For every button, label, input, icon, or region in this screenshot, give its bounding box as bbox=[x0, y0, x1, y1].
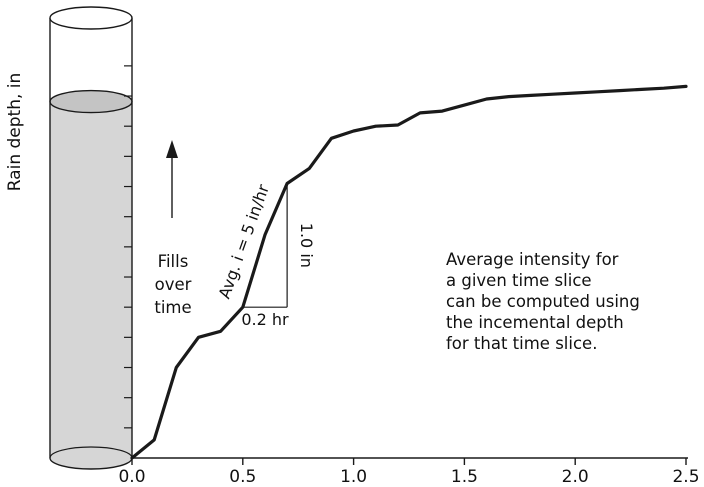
fills-label-line-2: over bbox=[155, 275, 192, 294]
rise-label: 1.0 in bbox=[297, 223, 316, 268]
x-tick-label: 1.0 bbox=[340, 467, 367, 487]
fills-label-line-1: Fills bbox=[158, 252, 189, 271]
rain-gauge-rim bbox=[49, 6, 133, 30]
cumulative-rain-depth-line bbox=[130, 84, 688, 460]
note-line-1: Average intensity for bbox=[446, 250, 619, 269]
up-arrow-icon bbox=[166, 140, 178, 218]
note-line-2: a given time slice bbox=[446, 271, 592, 290]
rain-gauge-water-surface bbox=[49, 89, 133, 114]
note-line-5: for that time slice. bbox=[446, 334, 597, 353]
rain-gauge-bottom-back bbox=[49, 446, 133, 459]
y-axis-ticks bbox=[124, 65, 132, 429]
slope-triangle: 0.2 hr 1.0 in Avg. i = 5 in/hr bbox=[215, 182, 316, 330]
fills-over-time-indicator: Fills over time bbox=[154, 140, 192, 317]
x-axis-ticks: 0.0 0.5 1.0 1.5 2.0 2.5 bbox=[118, 458, 700, 487]
y-axis-label: Rain depth, in bbox=[5, 73, 25, 192]
x-tick-label: 0.0 bbox=[118, 467, 145, 487]
note-line-3: can be computed using bbox=[446, 292, 640, 311]
note-line-4: the incemental depth bbox=[446, 313, 624, 332]
fills-label-line-3: time bbox=[154, 298, 191, 317]
x-tick-label: 1.5 bbox=[451, 467, 478, 487]
rain-gauge-water bbox=[50, 90, 132, 469]
rain-gauge bbox=[49, 6, 133, 470]
x-tick-label: 2.0 bbox=[562, 467, 589, 487]
explanation-note: Average intensity for a given time slice… bbox=[446, 250, 640, 353]
x-tick-label: 0.5 bbox=[229, 467, 256, 487]
x-tick-label: 2.5 bbox=[672, 467, 699, 487]
rain-gauge-bottom bbox=[49, 457, 133, 470]
run-label: 0.2 hr bbox=[241, 310, 289, 329]
